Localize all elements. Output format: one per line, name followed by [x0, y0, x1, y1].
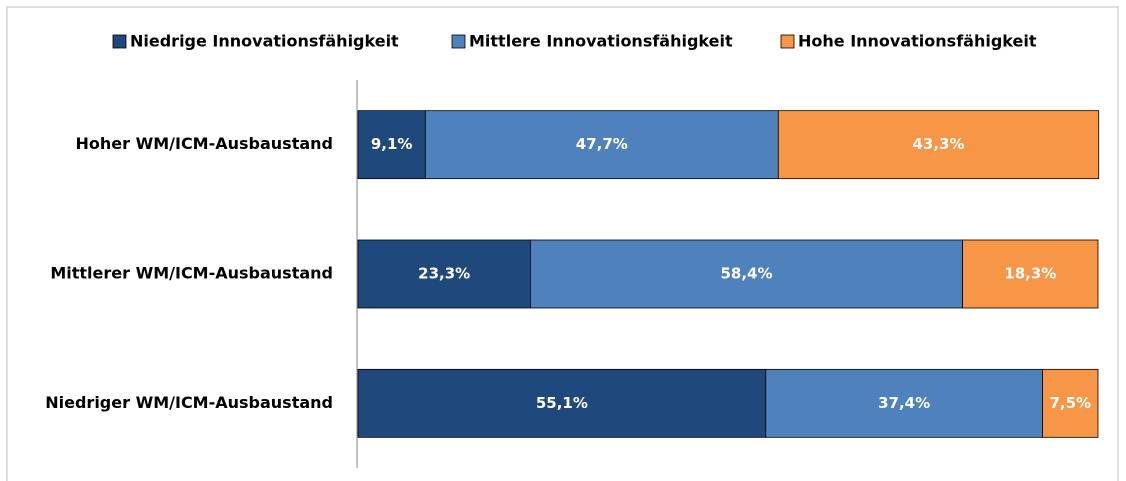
value-label: 37,4% — [878, 394, 930, 412]
legend-swatch — [780, 34, 795, 49]
value-label: 18,3% — [1004, 265, 1056, 283]
legend-label: Niedrige Innovationsfähigkeit — [130, 32, 399, 51]
bar-segment — [1042, 368, 1099, 438]
value-label: 7,5% — [1049, 394, 1091, 412]
category-label: Hoher WM/ICM-Ausbaustand — [75, 134, 333, 153]
legend-label: Hohe Innovationsfähigkeit — [798, 32, 1037, 51]
value-label: 23,3% — [418, 265, 470, 283]
bar-segment — [357, 239, 531, 309]
bar-segment — [357, 110, 426, 180]
category-label: Niedriger WM/ICM-Ausbaustand — [45, 393, 333, 412]
bar-segment — [777, 110, 1100, 180]
bar-segment — [357, 368, 767, 438]
bar-segment — [765, 368, 1043, 438]
value-label: 43,3% — [913, 135, 965, 153]
chart-border — [6, 6, 1119, 481]
value-label: 47,7% — [576, 135, 628, 153]
legend-label: Mittlere Innovationsfähigkeit — [469, 32, 733, 51]
category-label: Mittlerer WM/ICM-Ausbaustand — [50, 264, 333, 283]
bar-segment — [424, 110, 779, 180]
value-label: 58,4% — [720, 265, 772, 283]
legend-swatch — [112, 34, 127, 49]
bar-segment — [962, 239, 1099, 309]
value-label: 55,1% — [536, 394, 588, 412]
legend-swatch — [451, 34, 466, 49]
value-label: 9,1% — [371, 135, 413, 153]
